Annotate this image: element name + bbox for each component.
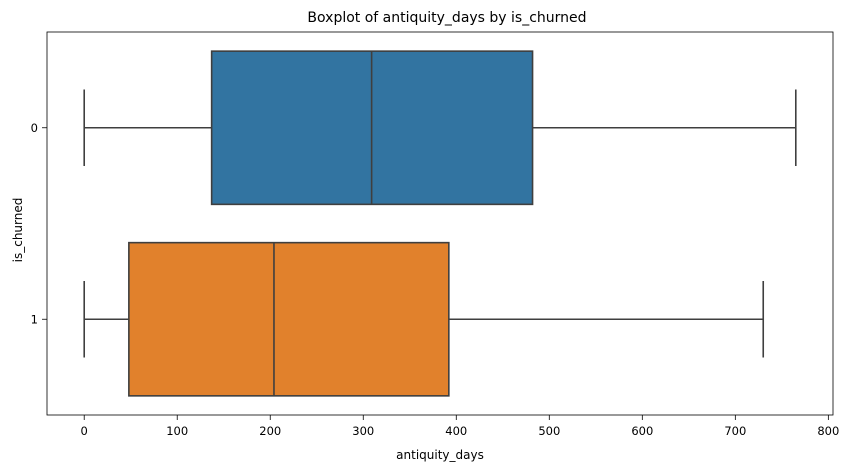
y-axis: 01 xyxy=(31,121,47,326)
box-group-1 xyxy=(83,241,765,397)
y-axis-label: is_churned xyxy=(11,198,25,263)
x-tick-label: 300 xyxy=(352,424,374,438)
y-tick-label: 0 xyxy=(31,121,38,135)
x-tick-label: 100 xyxy=(166,424,188,438)
x-tick-label: 400 xyxy=(445,424,467,438)
x-tick-label: 0 xyxy=(81,424,88,438)
x-axis-label: antiquity_days xyxy=(396,448,484,462)
plot-frame xyxy=(46,31,834,416)
x-axis: 0 100 200 300 400 500 600 700 800 xyxy=(81,415,839,438)
x-tick-label: 700 xyxy=(724,424,746,438)
chart-title: Boxplot of antiquity_days by is_churned xyxy=(307,10,586,26)
iqr-box xyxy=(128,241,450,397)
x-tick-label: 800 xyxy=(817,424,839,438)
x-tick-label: 600 xyxy=(631,424,653,438)
box-group-0 xyxy=(83,50,797,206)
y-tick-label: 1 xyxy=(31,312,38,326)
x-tick-label: 500 xyxy=(538,424,560,438)
x-tick-label: 200 xyxy=(259,424,281,438)
boxes-layer xyxy=(83,50,797,397)
